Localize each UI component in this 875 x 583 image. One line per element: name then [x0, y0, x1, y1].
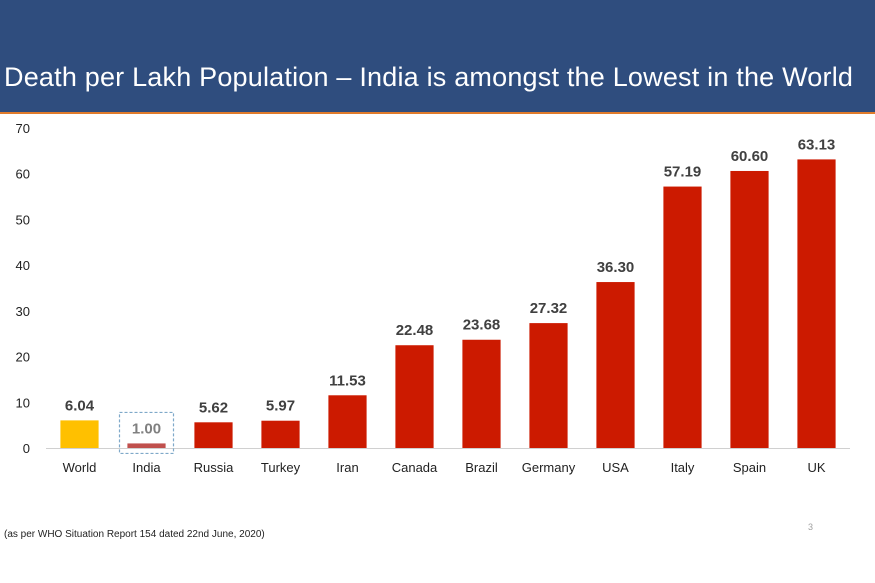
data-label: 5.97 [266, 398, 295, 415]
y-axis: 0 10 20 30 40 50 60 70 [16, 121, 30, 456]
y-tick-label: 70 [16, 121, 30, 136]
y-tick-label: 40 [16, 258, 30, 273]
x-tick-label: USA [602, 460, 629, 475]
data-labels: 6.04 1.00 5.62 5.97 11.53 22.48 23.68 27.32 36.3… [65, 136, 836, 455]
data-label: 22.48 [396, 322, 434, 339]
highlight-box [118, 411, 175, 455]
bar [529, 323, 568, 448]
slide-header: Death per Lakh Population – India is amo… [0, 0, 875, 112]
data-label: 63.13 [798, 136, 836, 153]
bar [194, 422, 233, 448]
data-label: 57.19 [664, 164, 702, 181]
y-tick-label: 0 [23, 441, 30, 456]
source-note: (as per WHO Situation Report 154 dated 2… [4, 529, 265, 540]
x-tick-label: Canada [392, 460, 438, 475]
bar [596, 282, 635, 448]
data-label: 60.60 [731, 148, 769, 165]
bars [60, 159, 836, 449]
x-tick-label: UK [807, 460, 825, 475]
x-tick-label: Italy [671, 460, 695, 475]
data-label: 6.04 [65, 397, 95, 414]
bar [663, 186, 702, 448]
bar [328, 395, 367, 448]
slide-number: 3 [808, 522, 814, 532]
y-tick-label: 60 [16, 167, 30, 182]
data-label: 11.53 [329, 372, 366, 389]
x-tick-label: Russia [194, 460, 235, 475]
x-tick-label: Turkey [261, 460, 301, 475]
data-label: 27.32 [530, 300, 568, 317]
bar [395, 345, 434, 448]
bar [797, 159, 836, 449]
data-label: 1.00 [132, 420, 161, 437]
bar [60, 420, 99, 448]
x-tick-label: Brazil [465, 460, 498, 475]
bar [462, 339, 501, 448]
bar [261, 420, 300, 448]
data-label: 5.62 [199, 399, 228, 416]
x-tick-label: Germany [522, 460, 576, 475]
y-tick-label: 30 [16, 304, 30, 319]
x-tick-label: World [63, 460, 97, 475]
bar [730, 170, 769, 448]
y-tick-label: 10 [16, 395, 30, 410]
x-tick-label: Iran [336, 460, 358, 475]
y-tick-label: 20 [16, 350, 30, 365]
header-accent-line [0, 112, 875, 114]
x-tick-label: India [132, 460, 161, 475]
slide-title: Death per Lakh Population – India is amo… [4, 62, 854, 92]
bar-chart: 0 10 20 30 40 50 60 70 World India Russia Turkey Ir… [16, 121, 850, 475]
data-label: 23.68 [463, 317, 501, 334]
data-label: 36.30 [597, 259, 635, 276]
x-axis: World India Russia Turkey Iran Canada Brazil Ge… [46, 448, 850, 475]
bar [127, 443, 166, 448]
x-tick-label: Spain [733, 460, 766, 475]
y-tick-label: 50 [16, 212, 30, 227]
